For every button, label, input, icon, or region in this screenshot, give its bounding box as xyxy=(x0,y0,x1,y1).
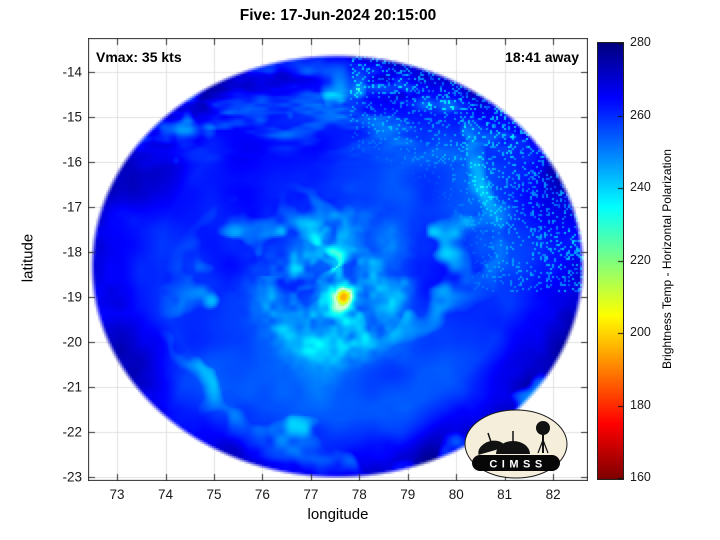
colorbar-tick-label: 160 xyxy=(630,470,651,484)
x-tick-label: 74 xyxy=(158,487,174,502)
colorbar-tick-label: 260 xyxy=(630,107,651,122)
x-tick-label: 75 xyxy=(206,487,222,502)
colorbar-tick-label: 280 xyxy=(630,35,651,49)
dish-feed-icon xyxy=(487,432,492,443)
x-axis-label: longitude xyxy=(307,506,369,523)
colorbar-tick-label: 200 xyxy=(630,325,651,339)
x-tick-label: 80 xyxy=(448,487,464,502)
satellite-dish-small-icon xyxy=(478,440,506,455)
colorbar-tick-label: 180 xyxy=(630,397,651,412)
y-tick-label: -19 xyxy=(62,289,82,305)
x-tick-label: 81 xyxy=(497,487,513,502)
x-tick-label: 73 xyxy=(109,487,125,502)
y-tick-label: -14 xyxy=(62,64,82,80)
x-tick-label: 78 xyxy=(351,487,367,502)
x-tick-label: 76 xyxy=(254,487,270,502)
x-tick-label: 79 xyxy=(400,487,416,502)
x-tick-label: 77 xyxy=(303,487,319,502)
y-tick-label: -20 xyxy=(62,334,82,350)
water-tower-leg2-icon xyxy=(542,439,549,454)
y-tick-label: -21 xyxy=(62,379,82,395)
plot-title: Five: 17-Jun-2024 20:15:00 xyxy=(239,7,437,24)
y-tick-label: -17 xyxy=(62,199,82,215)
storm-heatmap-canvas xyxy=(88,38,588,481)
cimss-logo-text: CIMSS xyxy=(489,459,546,471)
colorbar-label: Brightness Temp - Horizontal Polarizatio… xyxy=(660,149,674,369)
y-axis-label: latitude xyxy=(19,233,37,283)
x-tick-label: 82 xyxy=(545,487,561,502)
y-tick-label: -18 xyxy=(62,244,82,260)
y-tick-label: -22 xyxy=(62,424,82,440)
y-tick-label: -15 xyxy=(62,109,82,125)
water-tower-tank-icon xyxy=(536,421,550,435)
cimss-logo: CIMSS xyxy=(464,409,568,479)
colorbar xyxy=(597,42,624,480)
vmax-annotation: Vmax: 35 kts xyxy=(96,49,182,65)
colorbar-tick-label: 220 xyxy=(630,252,651,267)
water-tower-leg-icon xyxy=(537,439,544,454)
y-tick-label: -16 xyxy=(62,154,82,170)
time-offset-annotation: 18:41 away xyxy=(505,49,579,65)
logo-banner xyxy=(472,455,560,471)
y-tick-label: -23 xyxy=(62,469,82,485)
colorbar-tick-label: 240 xyxy=(630,180,651,194)
plot-area: Vmax: 35 kts 18:41 away CIMSS xyxy=(88,38,588,481)
satellite-dish-large-icon xyxy=(496,441,530,454)
